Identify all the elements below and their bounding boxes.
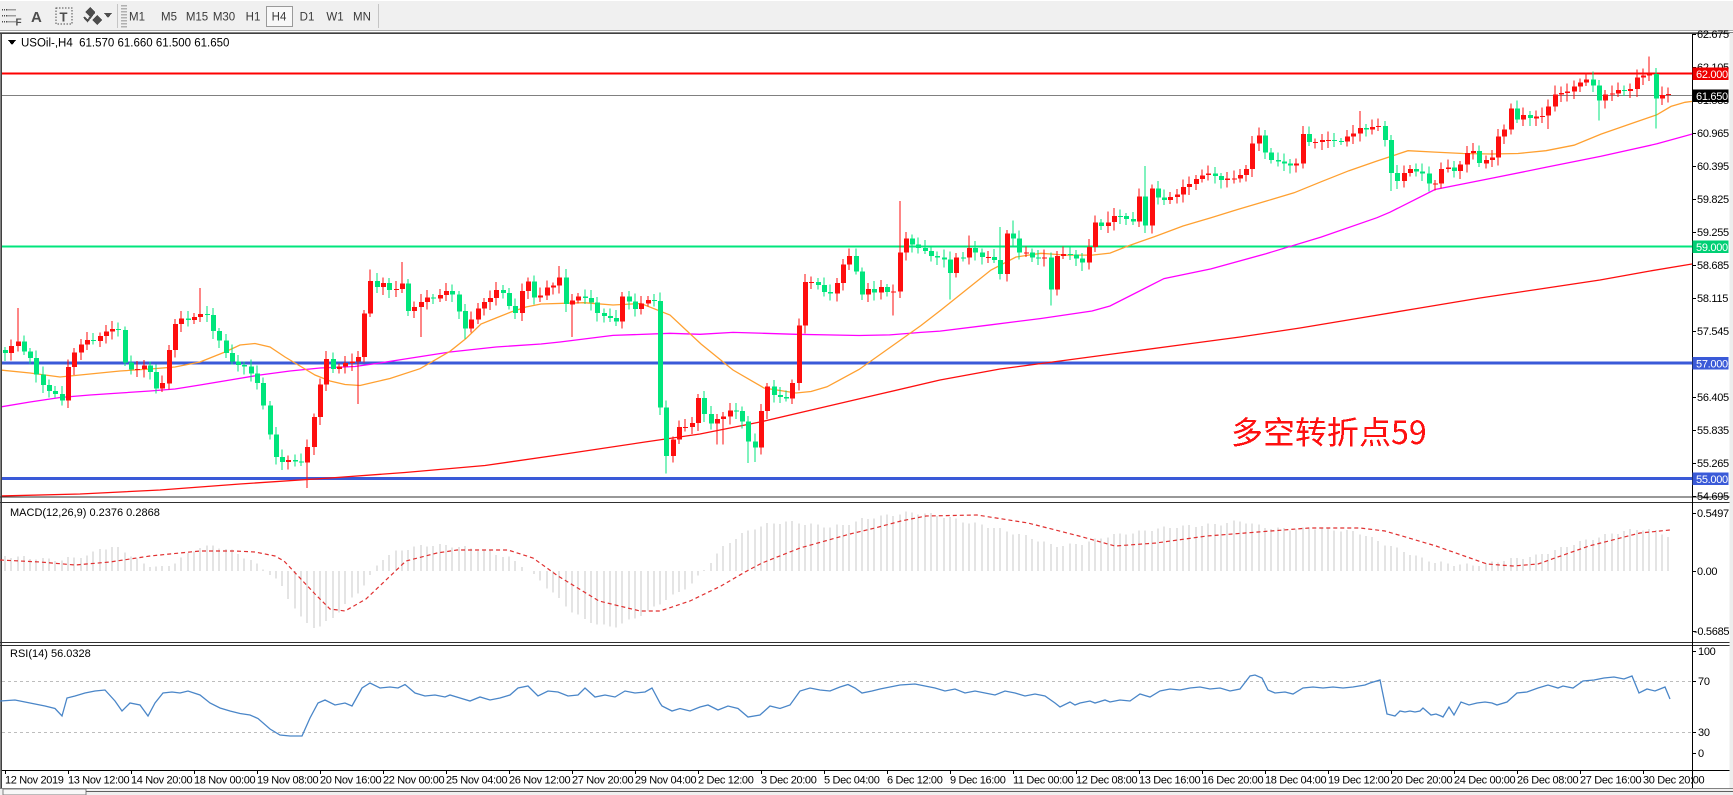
svg-text:55.000: 55.000 — [1696, 474, 1728, 486]
svg-text:29 Nov 04:00: 29 Nov 04:00 — [635, 775, 696, 787]
svg-text:14 Nov 20:00: 14 Nov 20:00 — [131, 775, 192, 787]
svg-text:M30: M30 — [213, 12, 235, 24]
svg-text:19 Nov 08:00: 19 Nov 08:00 — [257, 775, 318, 787]
svg-text:22 Nov 00:00: 22 Nov 00:00 — [383, 775, 444, 787]
svg-text:20 Dec 20:00: 20 Dec 20:00 — [1391, 775, 1452, 787]
svg-text:25 Nov 04:00: 25 Nov 04:00 — [446, 775, 507, 787]
svg-text:60.965: 60.965 — [1697, 128, 1729, 140]
svg-text:W1: W1 — [326, 12, 343, 24]
svg-text:57.000: 57.000 — [1696, 359, 1728, 371]
svg-text:18 Nov 00:00: 18 Nov 00:00 — [194, 775, 255, 787]
svg-text:61.650: 61.650 — [1696, 91, 1728, 103]
svg-text:59.255: 59.255 — [1697, 227, 1729, 239]
svg-text:5 Dec 04:00: 5 Dec 04:00 — [824, 775, 880, 787]
svg-text:6 Dec 12:00: 6 Dec 12:00 — [887, 775, 943, 787]
svg-text:59.825: 59.825 — [1697, 194, 1729, 206]
svg-text:30 Dec 20:00: 30 Dec 20:00 — [1643, 775, 1704, 787]
svg-text:62.000: 62.000 — [1696, 69, 1728, 81]
svg-text:3 Dec 20:00: 3 Dec 20:00 — [761, 775, 817, 787]
svg-text:RSI(14) 56.0328: RSI(14) 56.0328 — [10, 648, 91, 660]
svg-text:55.835: 55.835 — [1697, 425, 1729, 437]
svg-text:27 Dec 16:00: 27 Dec 16:00 — [1580, 775, 1641, 787]
svg-text:0: 0 — [1698, 748, 1704, 760]
svg-text:M1: M1 — [129, 12, 145, 24]
svg-text:58.115: 58.115 — [1697, 293, 1728, 305]
svg-text:18 Dec 04:00: 18 Dec 04:00 — [1265, 775, 1326, 787]
svg-text:27 Nov 20:00: 27 Nov 20:00 — [572, 775, 633, 787]
svg-text:USOil-,H4 61.570 61.660 61.50: USOil-,H4 61.570 61.660 61.500 61.650 — [21, 38, 229, 50]
svg-text:D1: D1 — [300, 12, 315, 24]
svg-text:56.405: 56.405 — [1697, 392, 1729, 404]
svg-text:59.000: 59.000 — [1696, 242, 1728, 254]
svg-text:MN: MN — [353, 12, 371, 24]
svg-text:13 Nov 12:00: 13 Nov 12:00 — [68, 775, 129, 787]
svg-text:MACD(12,26,9) 0.2376 0.2868: MACD(12,26,9) 0.2376 0.2868 — [10, 507, 160, 519]
svg-text:57.545: 57.545 — [1697, 326, 1729, 338]
svg-text:70: 70 — [1698, 676, 1710, 688]
svg-text:100: 100 — [1698, 646, 1716, 658]
svg-text:A: A — [31, 9, 42, 26]
svg-text:H1: H1 — [246, 12, 261, 24]
svg-text:F: F — [16, 18, 22, 29]
svg-text:20 Nov 16:00: 20 Nov 16:00 — [320, 775, 381, 787]
svg-text:26 Nov 12:00: 26 Nov 12:00 — [509, 775, 570, 787]
svg-text:62.675: 62.675 — [1697, 29, 1729, 41]
svg-text:T: T — [60, 10, 68, 25]
svg-text:16 Dec 20:00: 16 Dec 20:00 — [1202, 775, 1263, 787]
svg-text:0.5497: 0.5497 — [1697, 508, 1729, 520]
svg-text:H4: H4 — [272, 12, 287, 24]
svg-text:55.265: 55.265 — [1697, 458, 1729, 470]
svg-text:26 Dec 08:00: 26 Dec 08:00 — [1517, 775, 1578, 787]
svg-text:60.395: 60.395 — [1697, 161, 1729, 173]
svg-text:0.00: 0.00 — [1697, 566, 1717, 578]
svg-text:M5: M5 — [161, 12, 177, 24]
svg-text:30: 30 — [1698, 727, 1710, 739]
svg-text:12 Dec 08:00: 12 Dec 08:00 — [1076, 775, 1137, 787]
svg-text:11 Dec 00:00: 11 Dec 00:00 — [1013, 775, 1074, 787]
svg-text:19 Dec 12:00: 19 Dec 12:00 — [1328, 775, 1389, 787]
svg-text:2 Dec 12:00: 2 Dec 12:00 — [698, 775, 754, 787]
svg-text:13 Dec 16:00: 13 Dec 16:00 — [1139, 775, 1200, 787]
svg-text:-0.5685: -0.5685 — [1694, 626, 1729, 638]
svg-text:54.695: 54.695 — [1697, 491, 1729, 503]
svg-text:M15: M15 — [186, 12, 208, 24]
svg-text:24 Dec 00:00: 24 Dec 00:00 — [1454, 775, 1515, 787]
svg-text:12 Nov 2019: 12 Nov 2019 — [5, 775, 64, 787]
svg-text:9 Dec 16:00: 9 Dec 16:00 — [950, 775, 1006, 787]
svg-text:58.685: 58.685 — [1697, 260, 1729, 272]
